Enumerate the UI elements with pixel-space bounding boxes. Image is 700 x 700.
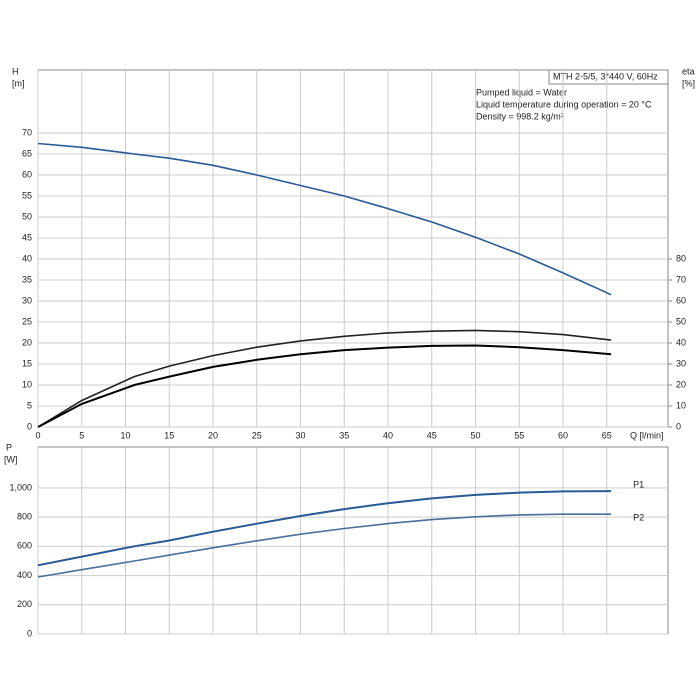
y-tick-label: 0	[27, 628, 32, 638]
y-tick-label: 25	[22, 316, 32, 326]
y2-tick-label: 50	[676, 316, 686, 326]
y-tick-label: 800	[17, 512, 32, 522]
y-tick-label: 5	[27, 400, 32, 410]
plot-frame	[37, 69, 669, 428]
x-tick-label: 55	[514, 430, 524, 440]
x-tick-label: 5	[79, 430, 84, 440]
curve	[37, 490, 612, 567]
y-tick-label: 35	[22, 274, 32, 284]
x-tick-label: 15	[164, 430, 174, 440]
y-tick-label: 70	[22, 127, 32, 137]
y2-tick-label: 20	[676, 379, 686, 389]
series-label: P2	[633, 513, 644, 523]
y-label: P	[6, 442, 12, 452]
curve	[37, 142, 612, 296]
y-tick-label: 60	[22, 169, 32, 179]
y-tick-label: 30	[22, 295, 32, 305]
y-tick-label: 0	[27, 421, 32, 431]
y-tick-label: 600	[17, 541, 32, 551]
series-label: P1	[633, 479, 644, 489]
x-tick-label: 40	[383, 430, 393, 440]
curve	[37, 344, 612, 428]
y2-tick-label: 60	[676, 295, 686, 305]
x-tick-label: 25	[252, 430, 262, 440]
x-label: Q [l/min]	[630, 430, 664, 440]
y-tick-label: 10	[22, 379, 32, 389]
y2-unit: [%]	[682, 78, 695, 88]
y-tick-label: 45	[22, 232, 32, 242]
y2-label: eta	[682, 66, 695, 76]
y-tick-label: 1,000	[9, 482, 32, 492]
y2-tick-label: 40	[676, 337, 686, 347]
y-tick-label: 15	[22, 358, 32, 368]
x-tick-label: 50	[470, 430, 480, 440]
plot-frame	[37, 446, 669, 635]
y-tick-label: 55	[22, 190, 32, 200]
y2-tick-label: 80	[676, 253, 686, 263]
x-tick-label: 20	[208, 430, 218, 440]
y-tick-label: 20	[22, 337, 32, 347]
y-unit: [m]	[12, 78, 25, 88]
x-tick-label: 60	[558, 430, 568, 440]
y2-tick-label: 0	[676, 421, 681, 431]
info-title: MTH 2-5/5, 3*440 V, 60Hz	[553, 71, 658, 81]
annotation: Density = 998.2 kg/m³	[476, 111, 564, 121]
x-tick-label: 0	[35, 430, 40, 440]
y-tick-label: 40	[22, 253, 32, 263]
x-tick-label: 65	[602, 430, 612, 440]
annotation: Pumped liquid = Water	[476, 87, 567, 97]
curve	[37, 513, 612, 578]
y-tick-label: 200	[17, 599, 32, 609]
y-tick-label: 50	[22, 211, 32, 221]
x-tick-label: 10	[120, 430, 130, 440]
info-box	[548, 69, 669, 85]
y-tick-label: 65	[22, 148, 32, 158]
y2-tick-label: 70	[676, 274, 686, 284]
annotation: Liquid temperature during operation = 20…	[476, 99, 652, 109]
x-tick-label: 30	[295, 430, 305, 440]
x-tick-label: 35	[339, 430, 349, 440]
y2-tick-label: 10	[676, 400, 686, 410]
y-label: H	[12, 66, 19, 76]
x-tick-label: 45	[427, 430, 437, 440]
y-tick-label: 400	[17, 570, 32, 580]
curve	[37, 329, 612, 428]
y2-tick-label: 30	[676, 358, 686, 368]
y-unit: [W]	[4, 454, 18, 464]
